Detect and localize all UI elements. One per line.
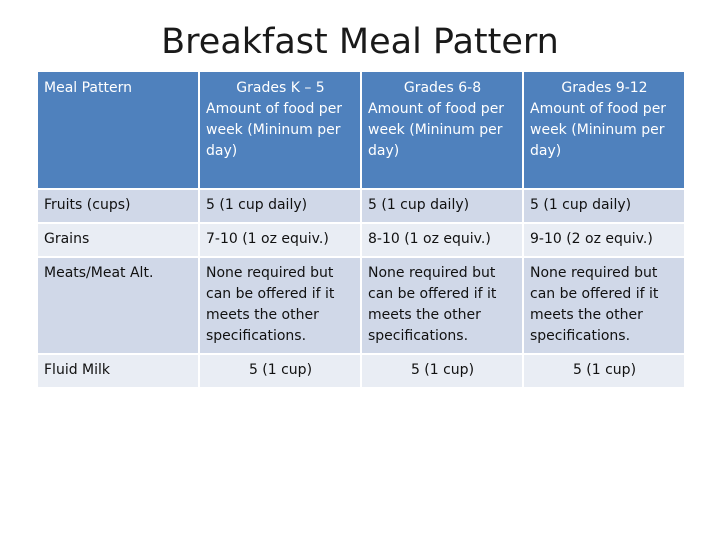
- header-meal-pattern: Meal Pattern: [36, 70, 200, 190]
- header-grade-sub: Amount of food per week (Mininum per day…: [530, 101, 667, 159]
- row-label-meats: Meats/Meat Alt.: [36, 256, 200, 355]
- page-title: Breakfast Meal Pattern: [161, 22, 559, 62]
- table-row: Meats/Meat Alt. None required but can be…: [36, 256, 686, 355]
- meal-pattern-table: Meal Pattern Grades K – 5 Amount of food…: [36, 70, 686, 389]
- table-cell: 5 (1 cup daily): [360, 188, 524, 224]
- header-grade-label: Grades 9-12: [561, 80, 648, 96]
- table-cell: None required but can be offered if it m…: [198, 256, 362, 355]
- header-grade-sub: Amount of food per week (Mininum per day…: [368, 101, 505, 159]
- table-cell: 5 (1 cup): [360, 353, 524, 389]
- row-label-grains: Grains: [36, 222, 200, 258]
- header-grades-6-8: Grades 6-8 Amount of food per week (Mini…: [360, 70, 524, 190]
- row-label-fluid-milk: Fluid Milk: [36, 353, 200, 389]
- header-grade-label: Grades K – 5: [236, 80, 325, 96]
- header-grade-sub: Amount of food per week (Mininum per day…: [206, 101, 343, 159]
- table-cell: 5 (1 cup daily): [198, 188, 362, 224]
- table-row: Fruits (cups) 5 (1 cup daily) 5 (1 cup d…: [36, 188, 686, 224]
- table-cell: 5 (1 cup daily): [522, 188, 686, 224]
- table-cell: None required but can be offered if it m…: [522, 256, 686, 355]
- table-cell: 9-10 (2 oz equiv.): [522, 222, 686, 258]
- header-grade-label: Grades 6-8: [403, 80, 482, 96]
- table-cell: 7-10 (1 oz equiv.): [198, 222, 362, 258]
- table-row: Grains 7-10 (1 oz equiv.) 8-10 (1 oz equ…: [36, 222, 686, 258]
- table-cell: None required but can be offered if it m…: [360, 256, 524, 355]
- table-cell: 8-10 (1 oz equiv.): [360, 222, 524, 258]
- table-cell: 5 (1 cup): [198, 353, 362, 389]
- row-label-fruits: Fruits (cups): [36, 188, 200, 224]
- header-grades-9-12: Grades 9-12 Amount of food per week (Min…: [522, 70, 686, 190]
- table-cell: 5 (1 cup): [522, 353, 686, 389]
- table-row: Fluid Milk 5 (1 cup) 5 (1 cup) 5 (1 cup): [36, 353, 686, 389]
- header-grades-k-5: Grades K – 5 Amount of food per week (Mi…: [198, 70, 362, 190]
- table-header-row: Meal Pattern Grades K – 5 Amount of food…: [36, 70, 686, 190]
